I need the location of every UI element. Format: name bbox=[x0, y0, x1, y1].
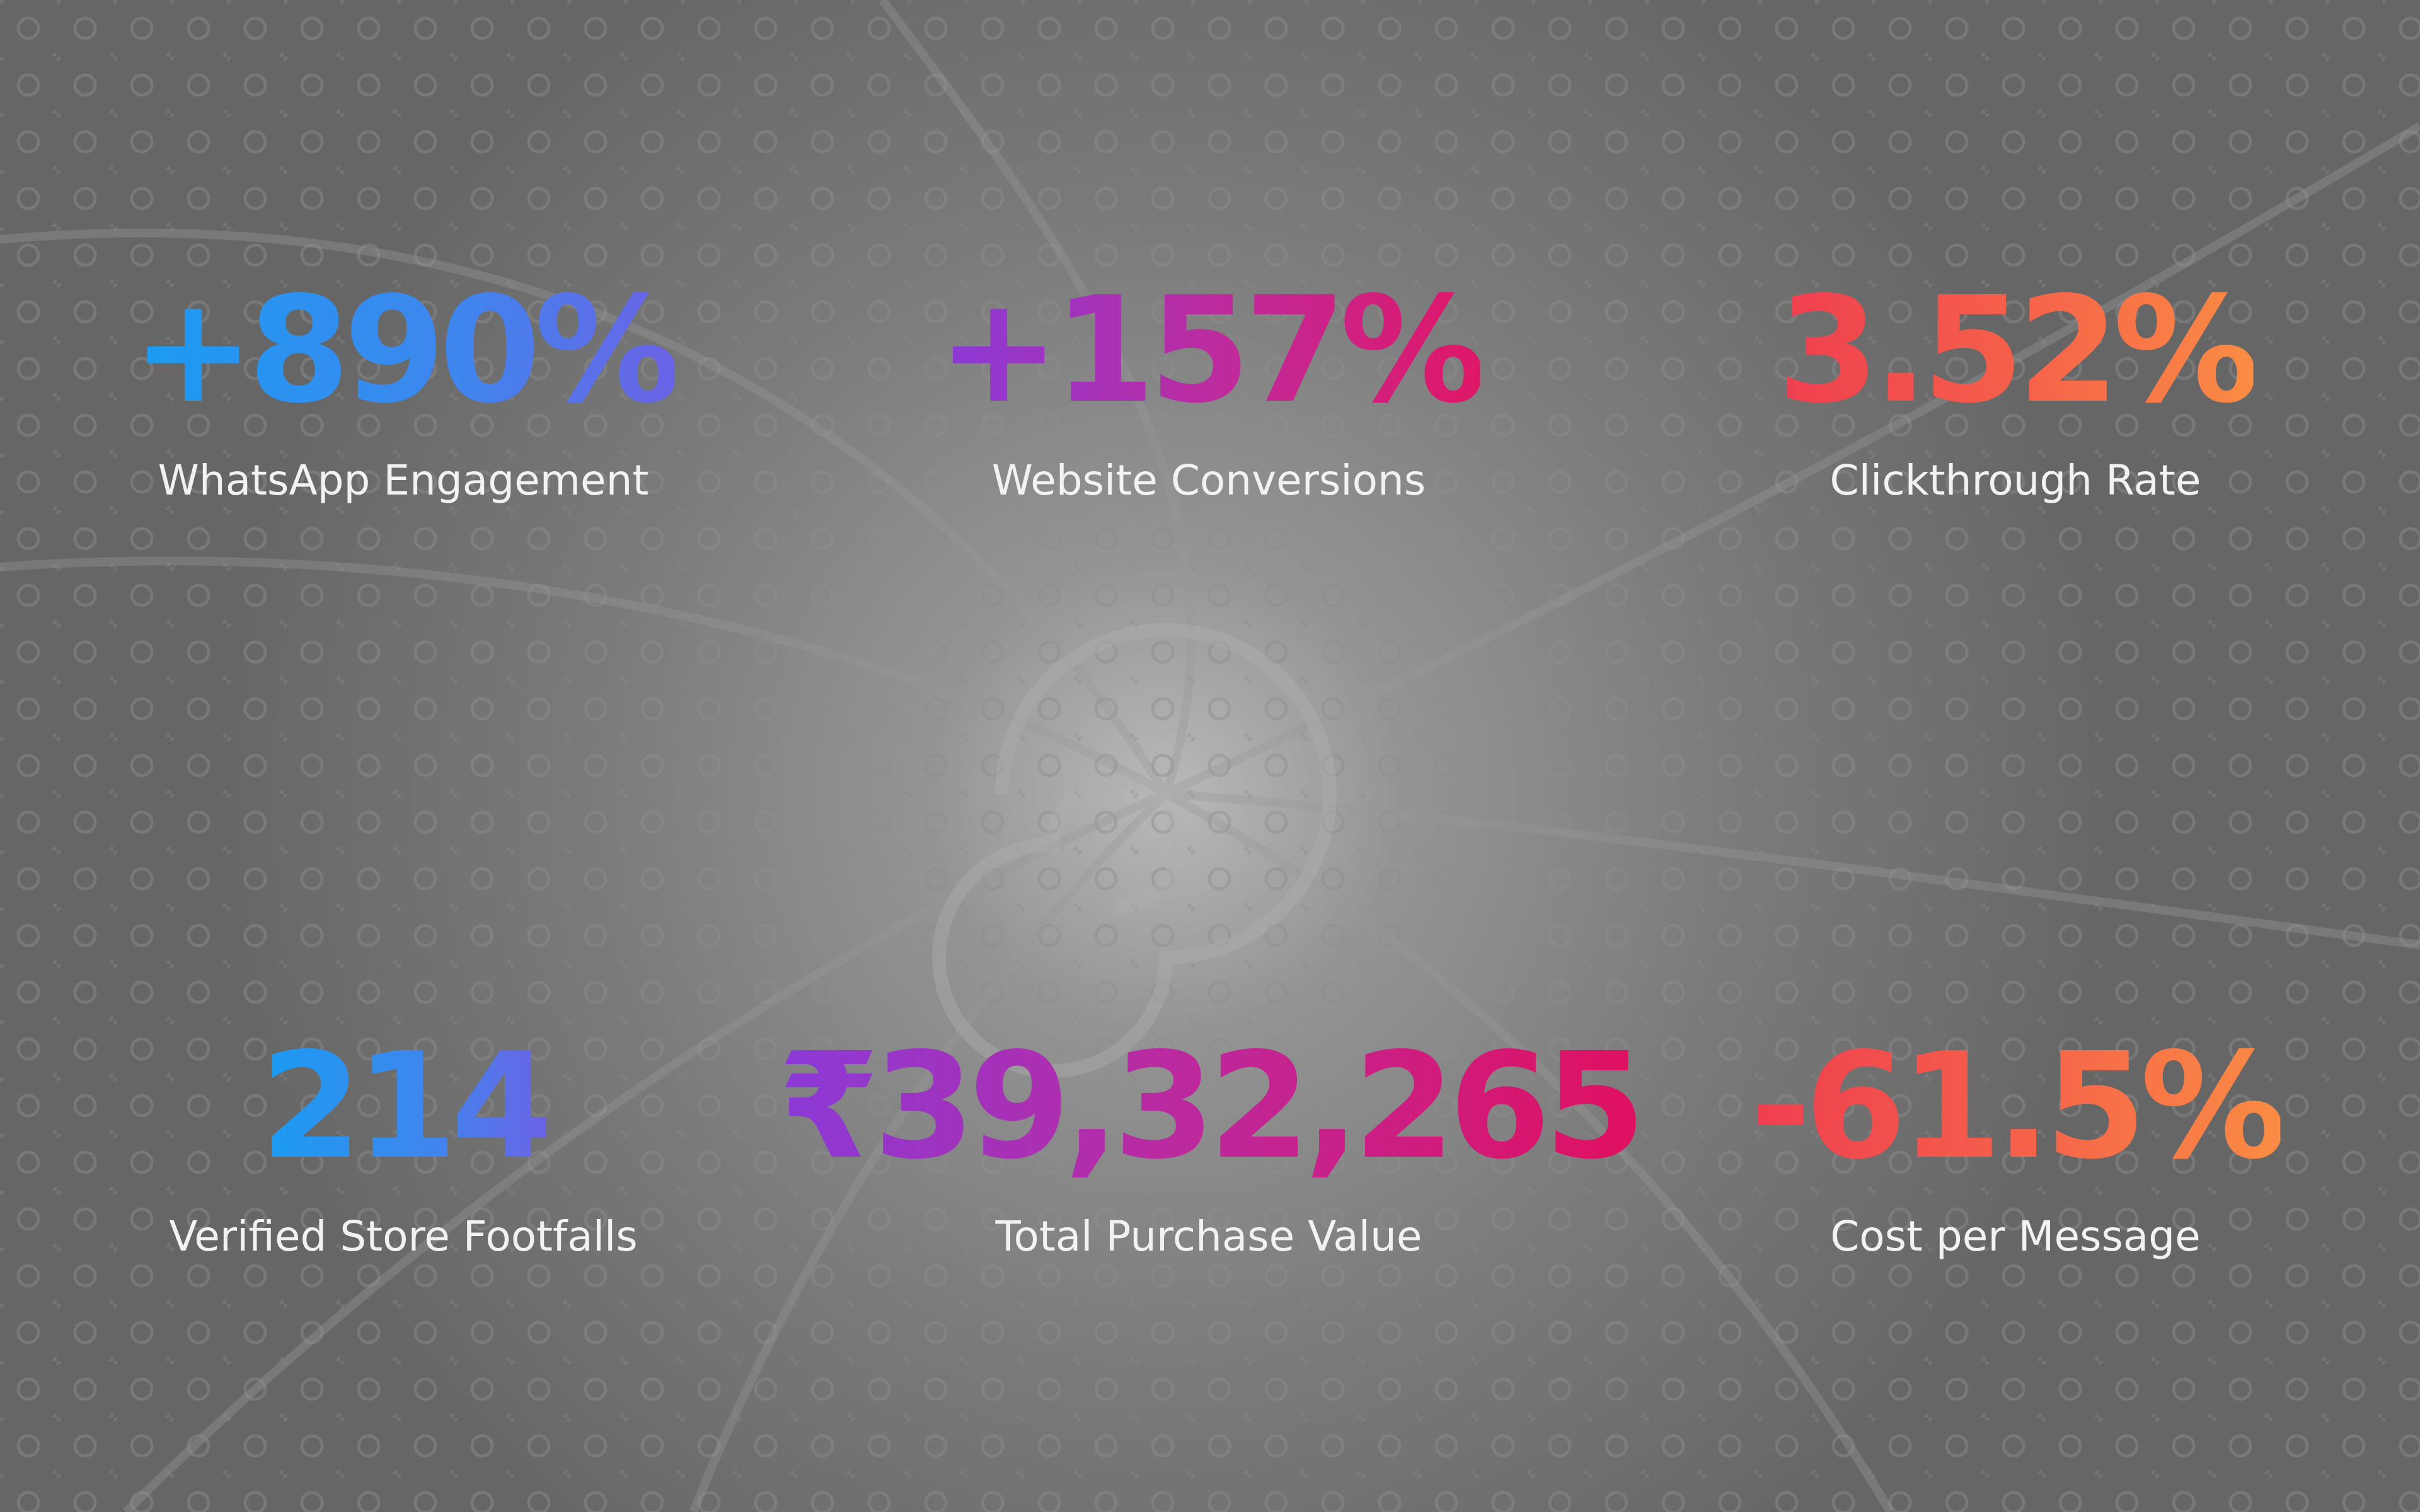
stat-value: -61.5% bbox=[1750, 1021, 2286, 1191]
stat-label: Clickthrough Rate bbox=[1829, 456, 2201, 505]
stat-label: Website Conversions bbox=[991, 456, 1426, 505]
stat-label: WhatsApp Engagement bbox=[158, 456, 649, 505]
stat-whatsapp-engagement: +890% WhatsApp Engagement bbox=[132, 265, 681, 505]
stat-value: 3.52% bbox=[1777, 265, 2260, 435]
stat-website-conversions: +157% Website Conversions bbox=[937, 265, 1486, 505]
stat-label: Verified Store Footfalls bbox=[169, 1212, 638, 1261]
stat-label: Total Purchase Value bbox=[995, 1212, 1422, 1261]
stat-clickthrough-rate: 3.52% Clickthrough Rate bbox=[1777, 265, 2260, 505]
stat-cost-per-message: -61.5% Cost per Message bbox=[1750, 1021, 2286, 1261]
stat-label: Cost per Message bbox=[1830, 1212, 2201, 1261]
stat-value: 214 bbox=[260, 1021, 553, 1191]
stat-verified-store-footfalls: 214 Verified Store Footfalls bbox=[169, 1033, 638, 1261]
stat-value: ₹39,32,265 bbox=[778, 1021, 1646, 1191]
stat-value: +157% bbox=[937, 265, 1486, 435]
stat-value: +890% bbox=[132, 265, 681, 435]
stat-total-purchase-value: ₹39,32,265 Total Purchase Value bbox=[778, 1021, 1646, 1261]
